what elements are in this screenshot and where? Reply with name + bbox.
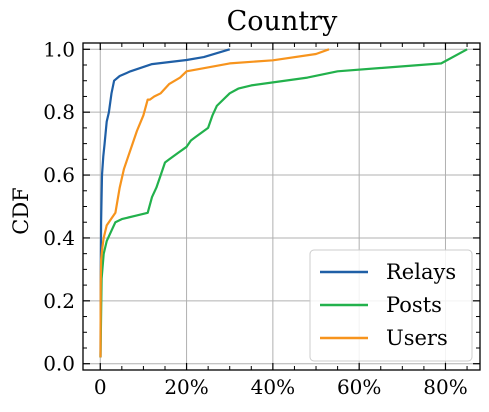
y-tick-label: 0.0	[43, 352, 75, 376]
y-tick-label: 0.6	[43, 163, 75, 187]
x-tick-label: 20%	[164, 375, 208, 399]
series-line-relays	[99, 48, 231, 358]
y-tick-label: 1.0	[43, 37, 75, 61]
legend-box	[309, 249, 473, 362]
series-layer	[99, 48, 468, 358]
legend-label-posts: Posts	[386, 293, 442, 317]
x-tick-label: 80%	[423, 375, 467, 399]
legend: Relays Posts Users	[309, 249, 473, 362]
x-tick-label: 0	[94, 375, 107, 399]
series-line-posts	[99, 48, 468, 358]
y-tick-label: 0.4	[43, 226, 75, 250]
y-tick-label: 0.2	[43, 289, 75, 313]
grid-layer	[83, 43, 480, 370]
axes-layer: 0 20% 40% 60% 80% 0.0 0.2 0.4 0.6 0.8 1.0	[43, 37, 481, 399]
x-tick-label: 40%	[251, 375, 295, 399]
series-line-users	[99, 48, 330, 358]
legend-label-relays: Relays	[386, 260, 456, 284]
x-tick-label: 60%	[337, 375, 381, 399]
y-tick-label: 0.8	[43, 100, 75, 124]
legend-label-users: Users	[386, 326, 448, 350]
y-axis-label: CDF	[9, 187, 33, 234]
chart-title: Country	[227, 6, 338, 37]
